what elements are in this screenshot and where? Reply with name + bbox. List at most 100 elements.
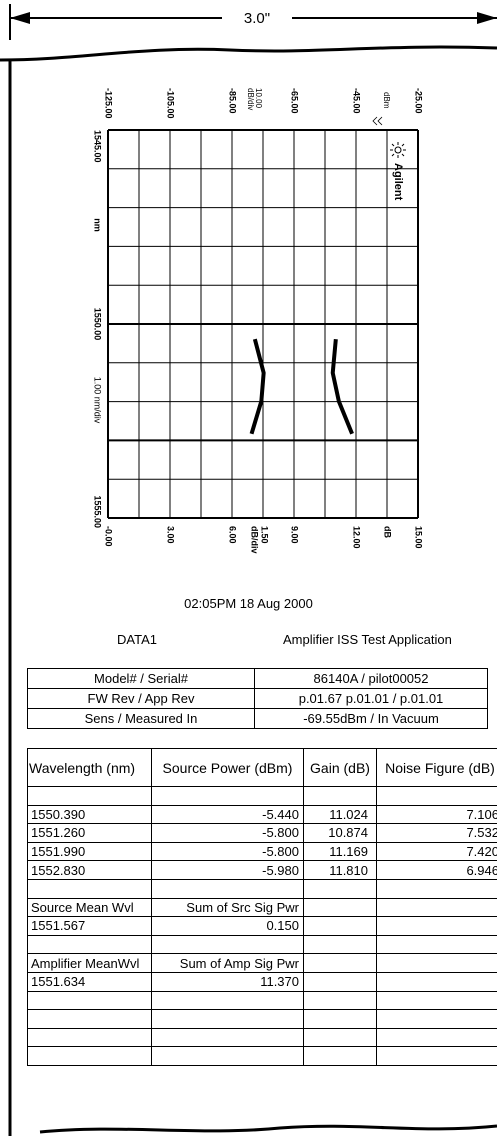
table-cell: [151, 878, 304, 899]
table-row: [27, 878, 497, 899]
info-cell: -69.55dBm / In Vacuum: [254, 708, 488, 729]
table-cell: [151, 1009, 304, 1029]
left-unit: nm: [93, 218, 103, 232]
bottom-tick-label: 3.00: [166, 526, 176, 544]
table-cell: [151, 990, 304, 1011]
table-cell: [151, 934, 304, 955]
table-cell: [27, 1027, 152, 1048]
table-row: [27, 1009, 497, 1029]
table-row: Source Mean Wvl Sum of Src Sig Pwr: [27, 897, 497, 918]
table-cell: -5.980: [151, 860, 304, 880]
info-table: Model# / Serial# 86140A / pilot00052 FW Re…: [26, 668, 488, 729]
left-scale: 1.00 nm/div: [93, 377, 103, 424]
top-scale: 10.00: [254, 88, 263, 109]
table-cell: 11.169: [303, 841, 377, 862]
table-cell: 1552.830: [27, 860, 152, 880]
table-cell: [376, 1046, 497, 1066]
table-cell: [303, 1009, 377, 1029]
left-tick-label: 1550.00: [93, 308, 103, 341]
info-cell: FW Rev / App Rev: [26, 688, 256, 709]
table-cell: [376, 897, 497, 918]
table-row: Amplifier MeanWvl Sum of Amp Sig Pwr: [27, 953, 497, 973]
table-cell: Sum of Src Sig Pwr: [151, 897, 304, 918]
table-cell: [376, 916, 497, 936]
table-row: 1550.390 -5.440 11.024 7.106: [27, 804, 497, 825]
table-row: 1551.634 11.370: [27, 971, 497, 992]
table-cell: [27, 934, 152, 955]
table-row: 1551.990 -5.800 11.169 7.420: [27, 841, 497, 862]
bottom-scale: dB/div: [250, 526, 260, 554]
info-row: Sens / Measured In -69.55dBm / In Vacuum: [26, 708, 488, 729]
left-tick-label: 1555.00: [93, 495, 103, 528]
table-row: 1551.567 0.150: [27, 916, 497, 936]
chevron: [372, 116, 383, 126]
table-row: 1552.830 -5.980 11.810 6.946: [27, 860, 497, 880]
arrow-head: [10, 12, 30, 24]
table-cell: -5.440: [151, 804, 304, 825]
table-cell: 1551.260: [27, 823, 152, 843]
top-tick-label: -25.00: [414, 88, 424, 114]
table-cell: [303, 916, 377, 936]
info-cell: p.01.67 p.01.01 / p.01.01: [254, 688, 488, 709]
results-table: Wavelength (nm) Source Power (dBm) Gain (d…: [27, 748, 497, 1066]
table-cell: [303, 953, 377, 973]
left-tick-label: 1545.00: [93, 130, 103, 163]
header-cell: Noise Figure (dB): [376, 748, 497, 787]
table-row: [27, 1027, 497, 1048]
table-cell: [376, 971, 497, 992]
logo-spark: [390, 142, 406, 158]
bottom-unit: dB: [383, 526, 393, 538]
header-row: Wavelength (nm) Source Power (dBm) Gain (d…: [27, 748, 497, 787]
table-cell: 10.874: [303, 823, 377, 843]
table-cell: [303, 878, 377, 899]
table-cell: Source Mean Wvl: [27, 897, 152, 918]
info-cell: 86140A / pilot00052: [254, 668, 488, 689]
bottom-tick-label: -0.00: [104, 526, 114, 547]
info-cell: Sens / Measured In: [26, 708, 256, 729]
table-cell: [303, 1046, 377, 1066]
bottom-tick-label: 6.00: [228, 526, 238, 544]
table-cell: [151, 1027, 304, 1048]
top-tick-label: -105.00: [166, 88, 176, 119]
table-cell: 7.106: [376, 804, 497, 825]
table-cell: 7.420: [376, 841, 497, 862]
table-cell: [27, 990, 152, 1011]
header-cell: Source Power (dBm): [151, 748, 304, 787]
table-cell: [303, 897, 377, 918]
table-cell: [376, 1027, 497, 1048]
table-cell: 11.024: [303, 804, 377, 825]
plot-grid: [107, 129, 419, 519]
bottom-tick-label: 15.00: [414, 526, 424, 549]
table-cell: 1551.634: [27, 971, 152, 992]
table-cell: [27, 786, 152, 806]
table-cell: Amplifier MeanWvl: [27, 953, 152, 973]
gain-trace: [330, 338, 354, 435]
timestamp: 02:05PM 18 Aug 2000: [184, 596, 313, 611]
table-cell: 11.810: [303, 860, 377, 880]
table-cell: [303, 1027, 377, 1048]
table-cell: [376, 786, 497, 806]
table-cell: 1551.567: [27, 916, 152, 936]
table-cell: Sum of Amp Sig Pwr: [151, 953, 304, 973]
table-cell: [376, 953, 497, 973]
noise-figure-trace: [249, 338, 266, 435]
info-cell: Model# / Serial#: [26, 668, 256, 689]
table-cell: [151, 786, 304, 806]
top-tick-label: -65.00: [290, 88, 300, 114]
bottom-tick-label: 9.00: [290, 526, 300, 544]
table-cell: 6.946: [376, 860, 497, 880]
table-cell: 1551.990: [27, 841, 152, 862]
top-tick-label: -85.00: [228, 88, 238, 114]
width-label: 3.0": [244, 10, 270, 27]
table-cell: [303, 786, 377, 806]
table-cell: 0.150: [151, 916, 304, 936]
bottom-tick-label: 12.00: [352, 526, 362, 549]
table-cell: [376, 990, 497, 1011]
table-cell: 1550.390: [27, 804, 152, 825]
table-cell: -5.800: [151, 841, 304, 862]
table-cell: [303, 934, 377, 955]
top-scale: dB/div: [246, 88, 255, 110]
top-unit: dBm: [382, 92, 391, 109]
top-tick-label: -125.00: [104, 88, 114, 119]
table-cell: [303, 971, 377, 992]
